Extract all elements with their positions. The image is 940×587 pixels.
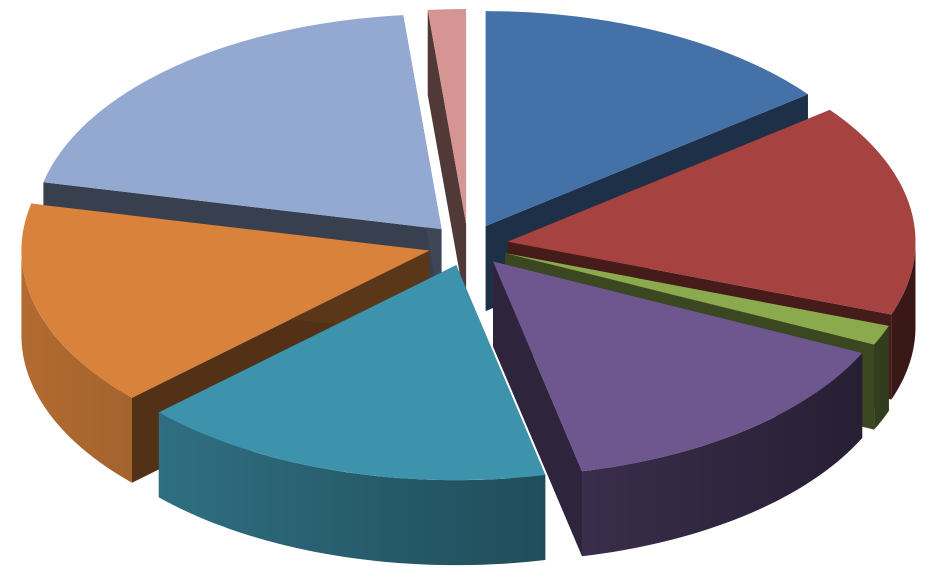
pie-slice-6-rim bbox=[21, 252, 132, 483]
pie-slice-5-rim bbox=[158, 412, 546, 566]
pie-slice-5-top bbox=[158, 265, 546, 481]
pie-slice-8 bbox=[427, 8, 467, 309]
pie-slice-3-rim bbox=[874, 325, 889, 430]
pie-slice-6-top bbox=[21, 203, 430, 398]
pie-slice-2-rim bbox=[891, 243, 916, 400]
pie-slice-7-top bbox=[43, 15, 442, 230]
pie-slice-1-top bbox=[485, 11, 808, 227]
pie-slice-4-top bbox=[493, 261, 863, 472]
pie-slice-2-top bbox=[507, 109, 916, 315]
pie-slice-4 bbox=[493, 261, 863, 557]
pie-slice-8-top bbox=[427, 8, 467, 224]
pie-slice-4-side-end bbox=[493, 261, 583, 557]
pie-slices bbox=[21, 8, 916, 566]
pie-slice-4-rim bbox=[582, 352, 863, 557]
pie-slice-3-top bbox=[504, 253, 889, 345]
pie-slice-5 bbox=[158, 265, 546, 566]
pie-slice-8-side-start bbox=[427, 9, 467, 309]
